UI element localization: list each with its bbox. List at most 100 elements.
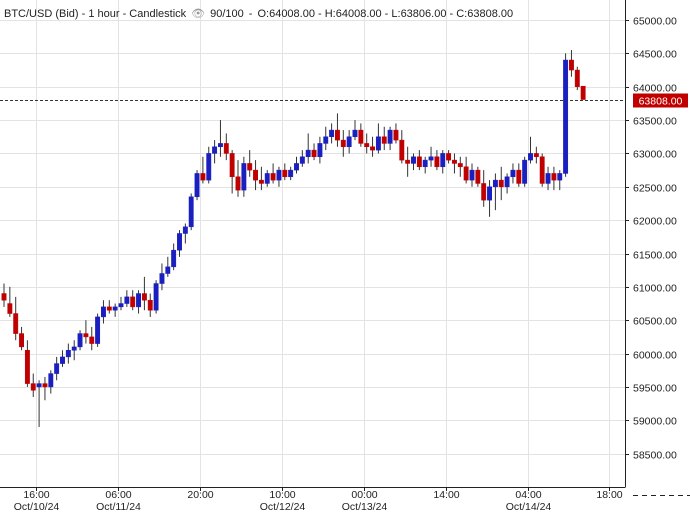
candle-body[interactable] (346, 136, 352, 148)
candle-body[interactable] (177, 233, 182, 251)
candle-body[interactable] (124, 296, 130, 304)
candle-body[interactable] (130, 296, 136, 308)
candle-body[interactable] (551, 173, 557, 181)
candle-body[interactable] (446, 153, 452, 161)
candle-body[interactable] (305, 149, 311, 158)
eye-icon[interactable]: 👁︎ (191, 8, 206, 20)
candle-body[interactable] (288, 169, 294, 178)
candle-body[interactable] (557, 173, 563, 181)
candle-body[interactable] (375, 136, 381, 151)
candle-body[interactable] (522, 159, 528, 184)
candle-body[interactable] (270, 173, 276, 181)
candle-body[interactable] (253, 169, 259, 181)
candle-body[interactable] (30, 383, 36, 391)
candle-body[interactable] (381, 136, 387, 144)
candle-body[interactable] (112, 306, 118, 311)
candle-body[interactable] (118, 303, 124, 308)
candle-body[interactable] (393, 129, 399, 141)
candle-body[interactable] (481, 183, 487, 201)
candle-body[interactable] (370, 146, 376, 151)
candle-body[interactable] (364, 143, 370, 148)
candle-body[interactable] (89, 336, 95, 344)
candle-body[interactable] (528, 153, 533, 161)
candle-body[interactable] (428, 156, 434, 161)
candle-body[interactable] (440, 153, 446, 168)
candle-body[interactable] (141, 293, 147, 301)
candle-body[interactable] (475, 169, 481, 184)
candle-body[interactable] (171, 249, 177, 268)
candle-body[interactable] (323, 136, 329, 144)
candle-body[interactable] (136, 293, 142, 308)
candle-body[interactable] (563, 59, 569, 174)
candle-body[interactable] (504, 176, 510, 188)
candle-body[interactable] (147, 299, 153, 311)
candle-body[interactable] (206, 153, 212, 181)
candle-body[interactable] (422, 159, 428, 168)
candle-body[interactable] (457, 163, 463, 168)
candle-body[interactable] (510, 169, 516, 178)
candle-body[interactable] (329, 129, 335, 138)
candle-body[interactable] (352, 129, 358, 138)
candle-body[interactable] (7, 303, 13, 314)
candle-body[interactable] (229, 153, 235, 178)
candle-body[interactable] (36, 383, 42, 388)
candle-body[interactable] (498, 179, 504, 188)
candle-body[interactable] (545, 173, 551, 184)
candle-body[interactable] (83, 333, 89, 338)
candle-body[interactable] (487, 186, 493, 201)
candle-body[interactable] (48, 373, 54, 388)
candle-body[interactable] (282, 169, 288, 178)
candle-body[interactable] (299, 156, 305, 164)
candle-body[interactable] (463, 166, 469, 181)
candle-body[interactable] (434, 156, 440, 168)
candle-body[interactable] (1, 293, 7, 301)
candle-body[interactable] (194, 173, 200, 198)
candle-body[interactable] (358, 129, 364, 144)
candle-body[interactable] (71, 346, 77, 351)
candle-body[interactable] (182, 226, 188, 234)
candle-body[interactable] (95, 316, 101, 344)
candle-body[interactable] (452, 159, 457, 164)
candle-body[interactable] (264, 173, 270, 184)
candle-body[interactable] (469, 169, 475, 181)
candle-body[interactable] (212, 146, 218, 154)
candle-body[interactable] (335, 129, 340, 141)
candle-body[interactable] (42, 383, 48, 388)
candle-body[interactable] (276, 169, 282, 181)
candle-body[interactable] (574, 69, 580, 87)
candle-body[interactable] (77, 333, 83, 348)
candle-body[interactable] (387, 129, 393, 144)
candle-body[interactable] (101, 306, 106, 318)
candle-body[interactable] (405, 159, 411, 164)
candle-body[interactable] (411, 156, 416, 164)
candle-body[interactable] (533, 153, 539, 158)
candle-body[interactable] (24, 349, 30, 384)
candle-body[interactable] (241, 163, 247, 191)
candle-body[interactable] (200, 173, 206, 181)
candle-body[interactable] (416, 156, 422, 168)
candle-body[interactable] (539, 156, 545, 184)
candle-body[interactable] (317, 143, 323, 158)
candle-body[interactable] (159, 273, 165, 284)
candle-body[interactable] (60, 356, 65, 364)
candle-body[interactable] (399, 139, 405, 161)
candle-body[interactable] (19, 333, 25, 348)
candle-body[interactable] (569, 59, 574, 71)
candle-body[interactable] (65, 349, 71, 358)
candle-body[interactable] (13, 313, 19, 334)
candle-body[interactable] (516, 169, 522, 184)
candle-body[interactable] (235, 176, 241, 191)
candle-body[interactable] (258, 179, 264, 184)
candle-body[interactable] (153, 283, 159, 311)
candle-body[interactable] (580, 85, 586, 100)
candle-body[interactable] (165, 266, 171, 274)
candle-body[interactable] (247, 163, 253, 171)
candle-body[interactable] (188, 196, 194, 228)
candle-body[interactable] (106, 306, 112, 311)
candle-body[interactable] (54, 363, 60, 374)
candle-body[interactable] (340, 139, 346, 148)
candle-body[interactable] (218, 143, 223, 148)
candle-body[interactable] (223, 143, 229, 154)
candle-body[interactable] (294, 163, 299, 171)
